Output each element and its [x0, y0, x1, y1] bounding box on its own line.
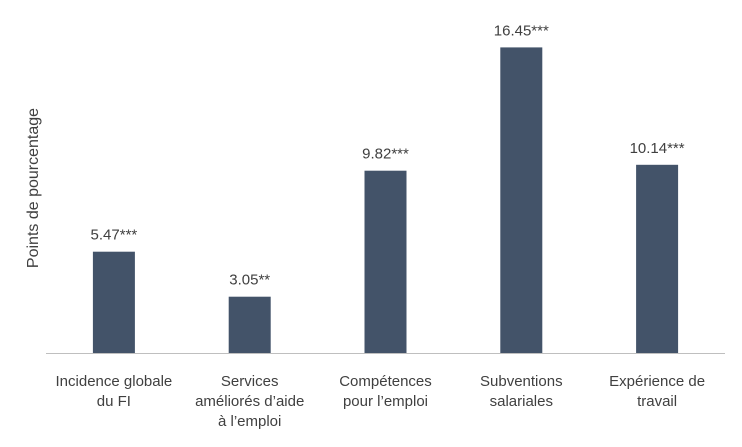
bar-4	[500, 47, 543, 354]
data-label-2: 3.05**	[229, 272, 270, 289]
category-label-3: Compétences pour l’emploi	[339, 373, 432, 410]
category-label-5: Expérience de travail	[609, 373, 705, 410]
category-label-line: travail	[637, 393, 677, 410]
category-label-line: améliorés d’aide	[195, 393, 304, 410]
data-labels-group: 5.47*** 3.05** 9.82*** 16.45*** 10.14***	[91, 22, 685, 288]
category-label-line: Incidence globale	[56, 373, 173, 390]
data-label-1: 5.47***	[91, 227, 138, 244]
bar-3	[364, 170, 407, 354]
category-label-line: Compétences	[339, 373, 432, 390]
category-label-line: pour l’emploi	[343, 393, 428, 410]
category-label-4: Subventions salariales	[480, 373, 563, 410]
category-label-line: à l’emploi	[218, 413, 281, 430]
category-label-line: du FI	[97, 393, 131, 410]
category-label-line: Services	[221, 373, 279, 390]
category-label-line: salariales	[490, 393, 553, 410]
y-axis-title: Points de pourcentage	[25, 108, 42, 268]
category-label-line: Expérience de	[609, 373, 705, 390]
bars-group	[92, 47, 679, 354]
bar-1	[92, 251, 135, 354]
data-label-4: 16.45***	[494, 22, 549, 39]
data-label-5: 10.14***	[630, 140, 685, 157]
category-label-line: Subventions	[480, 373, 563, 390]
category-label-2: Services améliorés d’aide à l’emploi	[195, 373, 304, 430]
bar-5	[636, 164, 679, 354]
data-label-3: 9.82***	[362, 146, 409, 163]
category-labels-group: Incidence globale du FI Services améliorés …	[56, 373, 706, 430]
category-label-1: Incidence globale du FI	[56, 373, 173, 410]
bar-2	[228, 296, 271, 354]
